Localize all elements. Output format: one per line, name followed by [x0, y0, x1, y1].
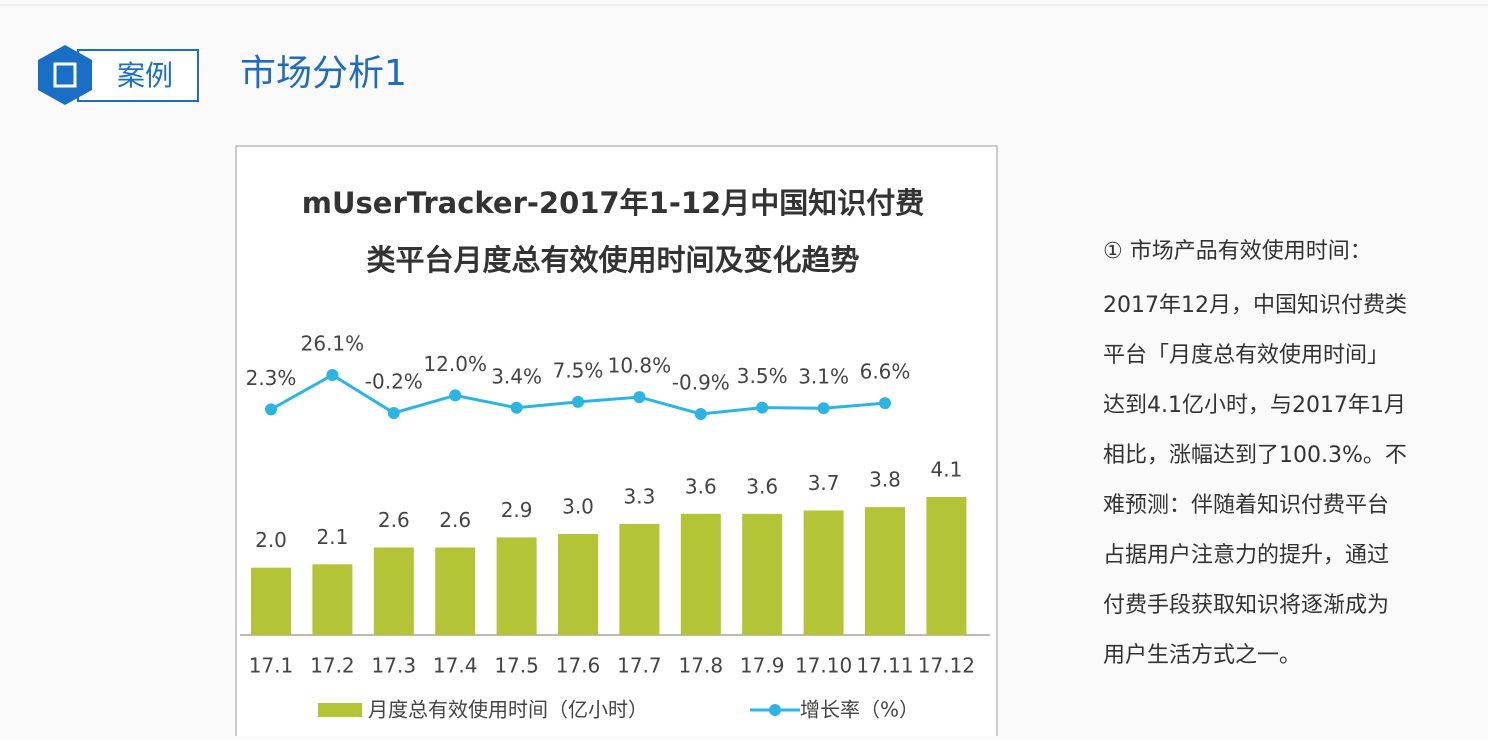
data-label: 3.3 — [623, 484, 655, 508]
data-label: -0.2% — [365, 369, 423, 393]
x-tick-label: 17.6 — [556, 654, 601, 678]
bar — [803, 510, 844, 635]
bar — [742, 513, 783, 635]
bar — [865, 507, 905, 635]
bar — [373, 547, 414, 635]
point — [879, 397, 891, 410]
bar — [558, 534, 598, 635]
x-tick-label: 17.8 — [679, 654, 724, 678]
point — [633, 391, 646, 404]
data-label: 3.7 — [808, 471, 840, 495]
x-tick-label: 17.9 — [740, 654, 785, 678]
page-title: 市场分析1 — [240, 53, 407, 94]
data-label: 7.5% — [553, 358, 604, 382]
data-label: 3.1% — [798, 365, 849, 389]
data-label: 26.1% — [301, 332, 365, 356]
notes-line: 用户生活方式之一。 — [1103, 643, 1301, 668]
x-tick-label: 17.5 — [494, 654, 539, 678]
x-tick-label: 17.12 — [918, 654, 975, 678]
data-label: 4.1 — [930, 458, 962, 482]
point — [694, 408, 707, 420]
x-tick-label: 17.11 — [856, 654, 913, 678]
bar — [496, 537, 537, 635]
tag-icon-glyph — [53, 62, 77, 88]
x-tick-label: 17.7 — [617, 654, 662, 678]
bar — [251, 567, 291, 635]
x-tick-label: 17.4 — [433, 654, 478, 678]
data-label: 2.1 — [316, 525, 348, 549]
point — [572, 395, 584, 408]
legend-swatch — [318, 703, 362, 717]
data-label: 6.6% — [860, 360, 911, 384]
x-tick-label: 17.10 — [795, 654, 852, 678]
notes-line: 付费手段获取知识将逐渐成为 — [1103, 593, 1389, 618]
bar — [926, 497, 967, 635]
data-label: 3.4% — [491, 364, 542, 388]
data-label: 2.6 — [439, 508, 471, 532]
data-label: 2.6 — [378, 508, 410, 532]
legend-label: 增长率（%） — [800, 698, 919, 722]
chart-title: mUserTracker-2017年1-12月中国知识付费 — [302, 186, 924, 220]
point — [387, 406, 400, 419]
point — [265, 403, 277, 416]
bar — [312, 564, 353, 635]
data-label: 3.8 — [869, 468, 901, 492]
data-label: 2.9 — [501, 498, 533, 522]
point — [817, 402, 830, 415]
chart-frame — [235, 145, 998, 740]
bar — [435, 547, 476, 635]
tag-text: 案例 — [117, 59, 173, 92]
point — [510, 401, 523, 414]
notes-line: 相比，涨幅达到了100.3%。不 — [1103, 443, 1407, 468]
x-tick-label: 17.3 — [372, 654, 417, 678]
data-label: 3.5% — [737, 364, 788, 388]
notes-line: 达到4.1亿小时，与2017年1月 — [1103, 393, 1406, 418]
notes-heading: ① 市场产品有效使用时间： — [1103, 239, 1372, 264]
data-label: 10.8% — [608, 354, 672, 378]
legend-swatch — [769, 704, 781, 716]
data-label: 12.0% — [423, 352, 487, 376]
point — [756, 401, 769, 414]
point — [449, 389, 462, 402]
data-label: 2.0 — [255, 528, 287, 552]
notes-line: 难预测：伴随着知识付费平台 — [1103, 493, 1389, 518]
data-label: 3.6 — [746, 474, 778, 498]
data-label: 3.6 — [685, 474, 717, 498]
x-tick-label: 17.1 — [249, 654, 294, 678]
notes-line: 占据用户注意力的提升，通过 — [1103, 543, 1389, 568]
bar — [680, 513, 721, 635]
data-label: 2.3% — [246, 366, 297, 390]
data-label: 3.0 — [562, 495, 594, 519]
tag-icon — [38, 45, 92, 105]
point — [326, 369, 339, 381]
legend-label: 月度总有效使用时间（亿小时） — [368, 698, 648, 722]
notes-line: 平台「月度总有效使用时间」 — [1103, 343, 1389, 368]
chart-title: 类平台月度总有效使用时间及变化趋势 — [366, 243, 859, 277]
data-label: -0.9% — [672, 371, 730, 395]
notes-line: 2017年12月，中国知识付费类 — [1103, 293, 1407, 318]
tag-box — [77, 49, 199, 102]
x-tick-label: 17.2 — [310, 654, 355, 678]
bar — [619, 523, 660, 635]
